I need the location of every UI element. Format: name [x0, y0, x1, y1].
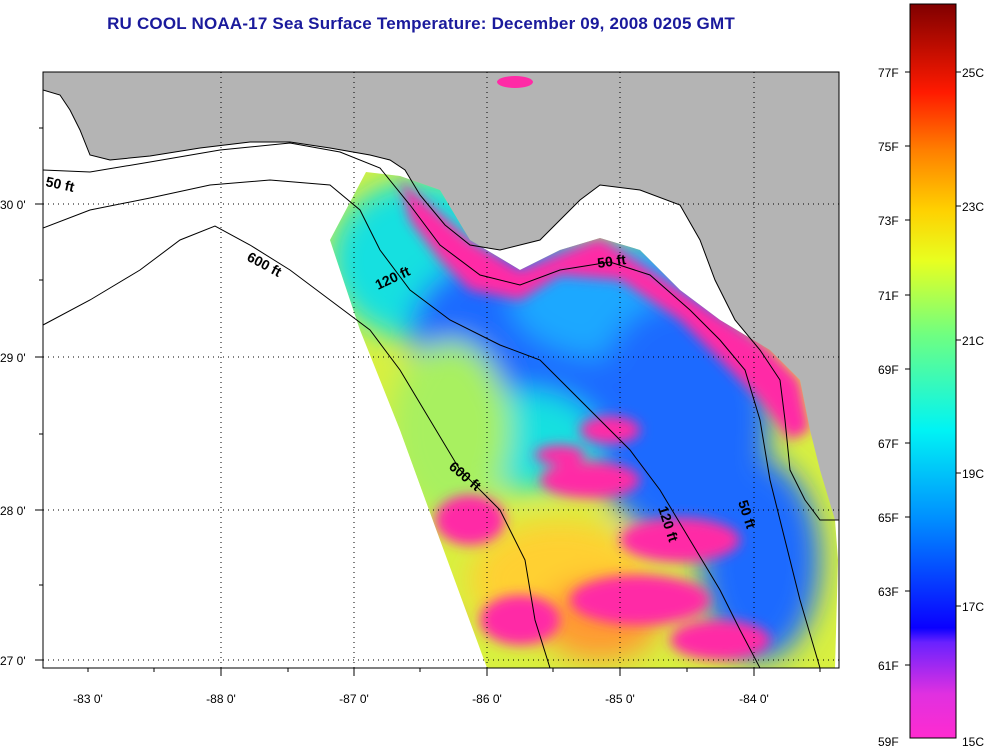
cold-patch	[497, 76, 533, 88]
fahrenheit-label: 63F	[878, 585, 899, 599]
contour-label: 50 ft	[596, 251, 627, 271]
celsius-label: 15C	[962, 735, 984, 749]
lon-label: -83 0'	[73, 692, 103, 706]
fahrenheit-label: 65F	[878, 511, 899, 525]
lat-label: 29 0'	[0, 351, 26, 365]
fahrenheit-label: 61F	[878, 659, 899, 673]
lon-label: -87 0'	[339, 692, 369, 706]
land-mass	[43, 72, 839, 520]
plot-frame	[42, 71, 840, 669]
contour-50ft	[43, 142, 821, 668]
fahrenheit-label: 67F	[878, 437, 899, 451]
page-title: RU COOL NOAA-17 Sea Surface Temperature:…	[107, 14, 735, 33]
fahrenheit-label: 59F	[878, 735, 899, 749]
coastline	[43, 89, 839, 521]
lon-label: -86 0'	[472, 692, 502, 706]
celsius-label: 19C	[962, 467, 984, 481]
fahrenheit-label: 69F	[878, 363, 899, 377]
contour-label: 50 ft	[44, 173, 76, 195]
fahrenheit-label: 77F	[878, 66, 899, 80]
colorbar-ticks	[905, 71, 961, 666]
axis-ticks	[35, 127, 821, 676]
fahrenheit-label: 73F	[878, 214, 899, 228]
celsius-label: 21C	[962, 334, 984, 348]
celsius-label: 25C	[962, 66, 984, 80]
lon-label: -85 0'	[605, 692, 635, 706]
celsius-label: 23C	[962, 200, 984, 214]
fahrenheit-label: 71F	[878, 289, 899, 303]
colorbar-gradient	[909, 3, 957, 739]
celsius-label: 17C	[962, 600, 984, 614]
lon-label: -88 0'	[206, 692, 236, 706]
lon-label: -84 0'	[739, 692, 769, 706]
lat-label: 28 0'	[0, 504, 26, 518]
fahrenheit-label: 75F	[878, 140, 899, 154]
contour-600ft	[43, 225, 551, 668]
contour-120ft	[43, 179, 761, 668]
sst-swath	[330, 172, 838, 668]
lat-label: 30 0'	[0, 198, 26, 212]
lat-label: 27 0'	[0, 654, 26, 668]
